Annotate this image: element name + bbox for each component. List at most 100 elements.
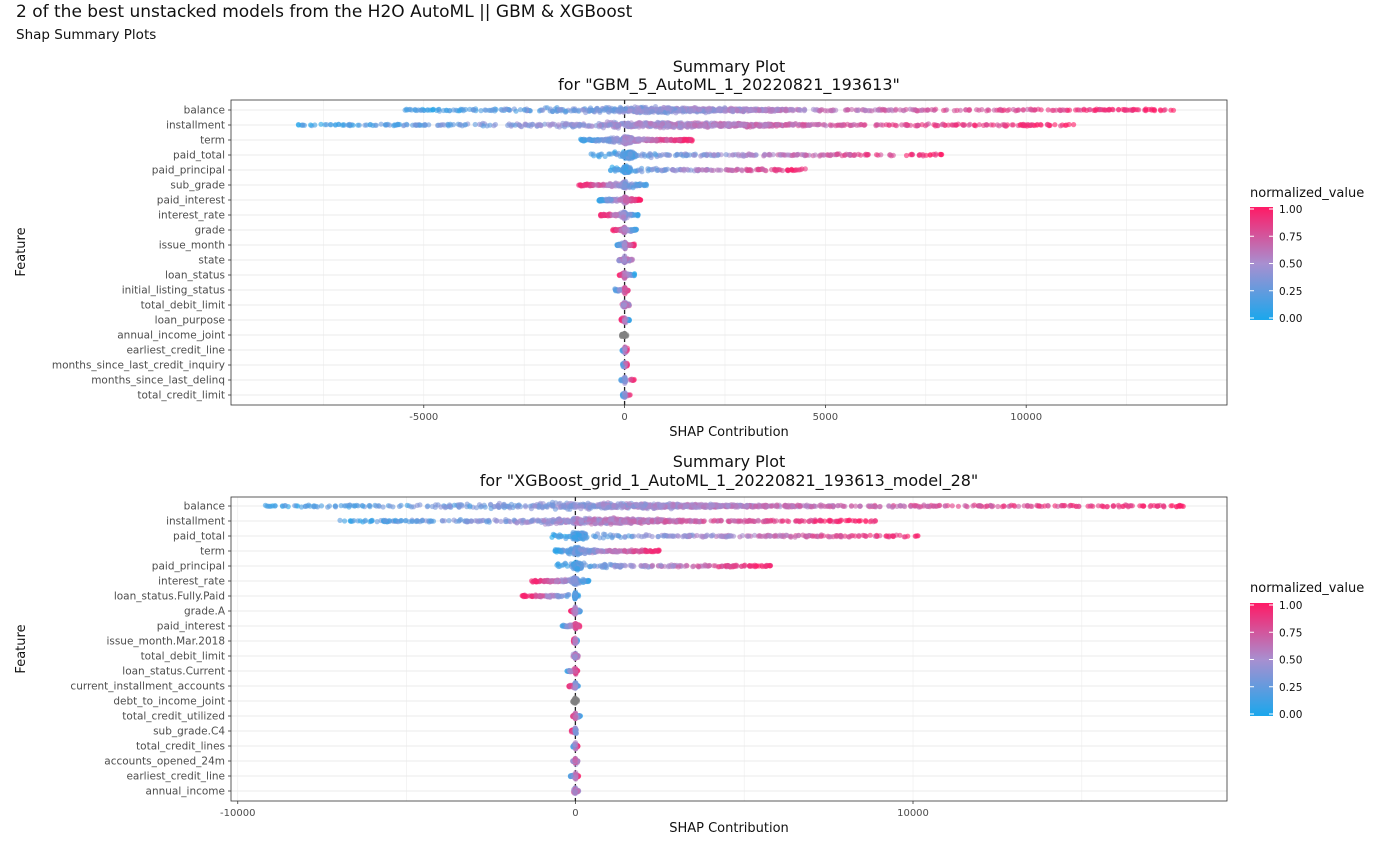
shap-point	[892, 107, 899, 113]
shap-point	[1001, 107, 1007, 113]
shap-point	[729, 107, 735, 113]
shap-point	[538, 122, 544, 128]
shap-point	[908, 152, 914, 158]
shap-point	[673, 110, 679, 116]
shap-point	[684, 137, 690, 143]
shap-point	[756, 123, 762, 129]
shap-point	[920, 152, 926, 158]
shap-point	[697, 106, 703, 112]
shap-point	[487, 107, 493, 113]
shap-point	[638, 197, 644, 203]
shap-point	[783, 108, 789, 114]
shap-point	[1109, 106, 1115, 112]
shap-point	[664, 105, 670, 111]
shap-point	[762, 107, 768, 113]
shap-point	[615, 122, 621, 129]
shap-point	[988, 122, 994, 128]
shap-point	[1010, 106, 1017, 113]
shap-point	[621, 331, 628, 338]
shap-point	[1044, 122, 1050, 128]
shap-point	[641, 136, 647, 142]
shap-point	[590, 151, 596, 157]
shap-point	[1084, 107, 1090, 113]
shap-point	[775, 107, 781, 113]
shap-point	[621, 152, 627, 158]
shap-point	[589, 107, 595, 113]
shap-point	[583, 181, 589, 187]
shap-point	[887, 152, 893, 158]
shap-point	[362, 122, 368, 128]
shap-point	[418, 107, 424, 113]
shap-point	[628, 153, 634, 159]
shap-point	[476, 121, 483, 127]
shap-point	[1028, 107, 1034, 113]
shap-point	[378, 121, 384, 127]
shap-point	[974, 107, 980, 113]
shap-point	[622, 241, 628, 247]
shap-point	[649, 108, 655, 114]
shap-point	[769, 107, 776, 113]
shap-point	[1073, 107, 1079, 113]
shap-point	[767, 152, 773, 158]
shap-point	[747, 107, 754, 113]
shap-point	[664, 166, 671, 172]
shap-point	[951, 108, 958, 114]
shap-point	[1022, 123, 1028, 129]
shap-point	[1058, 107, 1064, 113]
shap-point	[586, 136, 592, 142]
shap-point	[621, 256, 627, 263]
feature-label: term	[200, 135, 225, 147]
shap-point	[598, 197, 604, 203]
shap-point	[1009, 122, 1015, 128]
shap-point	[845, 107, 851, 113]
shap-point	[972, 122, 978, 128]
shap-point	[810, 106, 817, 112]
shap-point	[621, 273, 627, 279]
shap-point	[597, 122, 603, 129]
shap-point	[873, 123, 879, 129]
shap-point	[540, 107, 546, 113]
shap-point	[622, 375, 628, 381]
shap-point	[924, 107, 931, 113]
feature-label: loan_purpose	[155, 315, 225, 327]
feature-label: loan_status	[165, 270, 225, 282]
shap-point	[709, 123, 715, 129]
shap-point	[657, 153, 664, 159]
shap-point	[622, 106, 629, 112]
shap-point	[855, 107, 861, 114]
shap-point	[591, 137, 597, 143]
shap-point	[621, 303, 627, 309]
shap-point	[625, 120, 632, 126]
shap-point	[698, 123, 704, 129]
shap-point	[1162, 107, 1168, 113]
shap-point	[622, 345, 628, 352]
shap-point	[1038, 122, 1044, 128]
shap-point	[654, 167, 660, 173]
shap-point	[609, 197, 615, 203]
shap-point	[703, 167, 710, 173]
shap-point	[545, 121, 551, 127]
shap-point	[736, 122, 742, 128]
shap-point	[967, 121, 973, 127]
feature-label: sub_grade	[170, 180, 225, 192]
plot-panel	[231, 100, 1227, 405]
feature-label: total_credit_limit	[137, 390, 225, 402]
shap-point	[818, 107, 824, 113]
shap-point	[563, 120, 569, 126]
shap-point	[308, 122, 314, 128]
shap-point	[937, 151, 943, 157]
shap-point	[785, 167, 791, 173]
shap-point	[780, 152, 786, 158]
shap-point	[595, 108, 601, 114]
feature-label: interest_rate	[158, 210, 225, 222]
shap-point	[616, 242, 622, 249]
shap-point	[903, 122, 909, 128]
summary-plot-1: balanceinstallmenttermpaid_totalpaid_pri…	[14, 57, 1364, 440]
shap-point	[756, 106, 762, 113]
shap-point	[407, 106, 413, 112]
shap-point	[685, 122, 691, 128]
shap-point	[1058, 123, 1064, 129]
shap-point	[634, 136, 641, 142]
shap-point	[550, 121, 556, 127]
